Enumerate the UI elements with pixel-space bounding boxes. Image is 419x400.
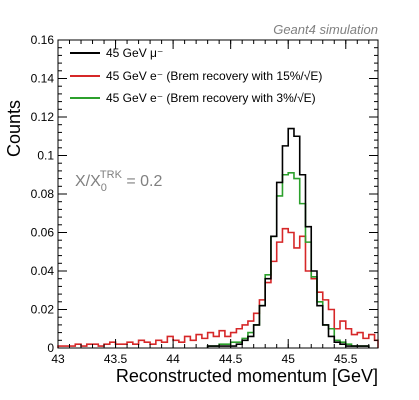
legend-label-2: 45 GeV e⁻ (Brem recovery with 3%/√E) [106, 91, 316, 105]
y-tick-label: 0.04 [31, 264, 55, 278]
series-line-1 [57, 227, 379, 348]
x-tick-label: 45.5 [334, 352, 358, 366]
y-axis-title: Counts [4, 100, 24, 157]
geant4-simulation-label: Geant4 simulation [273, 22, 378, 37]
y-tick-label: 0.12 [31, 110, 55, 124]
y-tick-label: 0.02 [31, 303, 55, 317]
plot-frame [58, 40, 378, 348]
series-line-0 [206, 127, 370, 348]
x-tick-label: 43.5 [104, 352, 128, 366]
x-tick-label: 44 [166, 352, 180, 366]
x-tick-label: 44.5 [219, 352, 243, 366]
y-tick-label: 0.06 [31, 226, 55, 240]
annotation-main: X/X [75, 173, 101, 190]
annotation-subscript: 0 [101, 182, 107, 194]
legend-label-1: 45 GeV e⁻ (Brem recovery with 15%/√E) [106, 69, 322, 83]
y-tick-label: 0 [47, 341, 54, 355]
x-tick-label: 45 [282, 352, 296, 366]
y-tick-label: 0.08 [31, 187, 55, 201]
y-tick-label: 0.14 [31, 72, 55, 86]
thickness-annotation: X/X0TRK = 0.2 [75, 169, 163, 194]
plot-area: 43 43.5 44 44.5 45 45.5 00.020.040.060.080.10… [31, 33, 379, 366]
y-tick-label: 0.16 [31, 33, 55, 47]
legend: 45 GeV μ⁻ 45 GeV e⁻ (Brem recovery with 1… [70, 46, 322, 105]
y-axis: 0 0.02 0.04 0.06 0.08 0.1 0.12 0.14 0.16 [31, 33, 378, 355]
x-tick-label: 43 [51, 352, 65, 366]
annotation-superscript: TRK [100, 169, 123, 181]
series-line-2 [206, 172, 370, 348]
annotation-value: = 0.2 [122, 173, 163, 190]
y-tick-label: 0.1 [37, 149, 54, 163]
legend-label-0: 45 GeV μ⁻ [106, 46, 163, 60]
series-layer [57, 127, 379, 348]
x-axis: 43 43.5 44 44.5 45 45.5 [51, 40, 370, 366]
x-axis-title: Reconstructed momentum [GeV] [116, 366, 378, 386]
